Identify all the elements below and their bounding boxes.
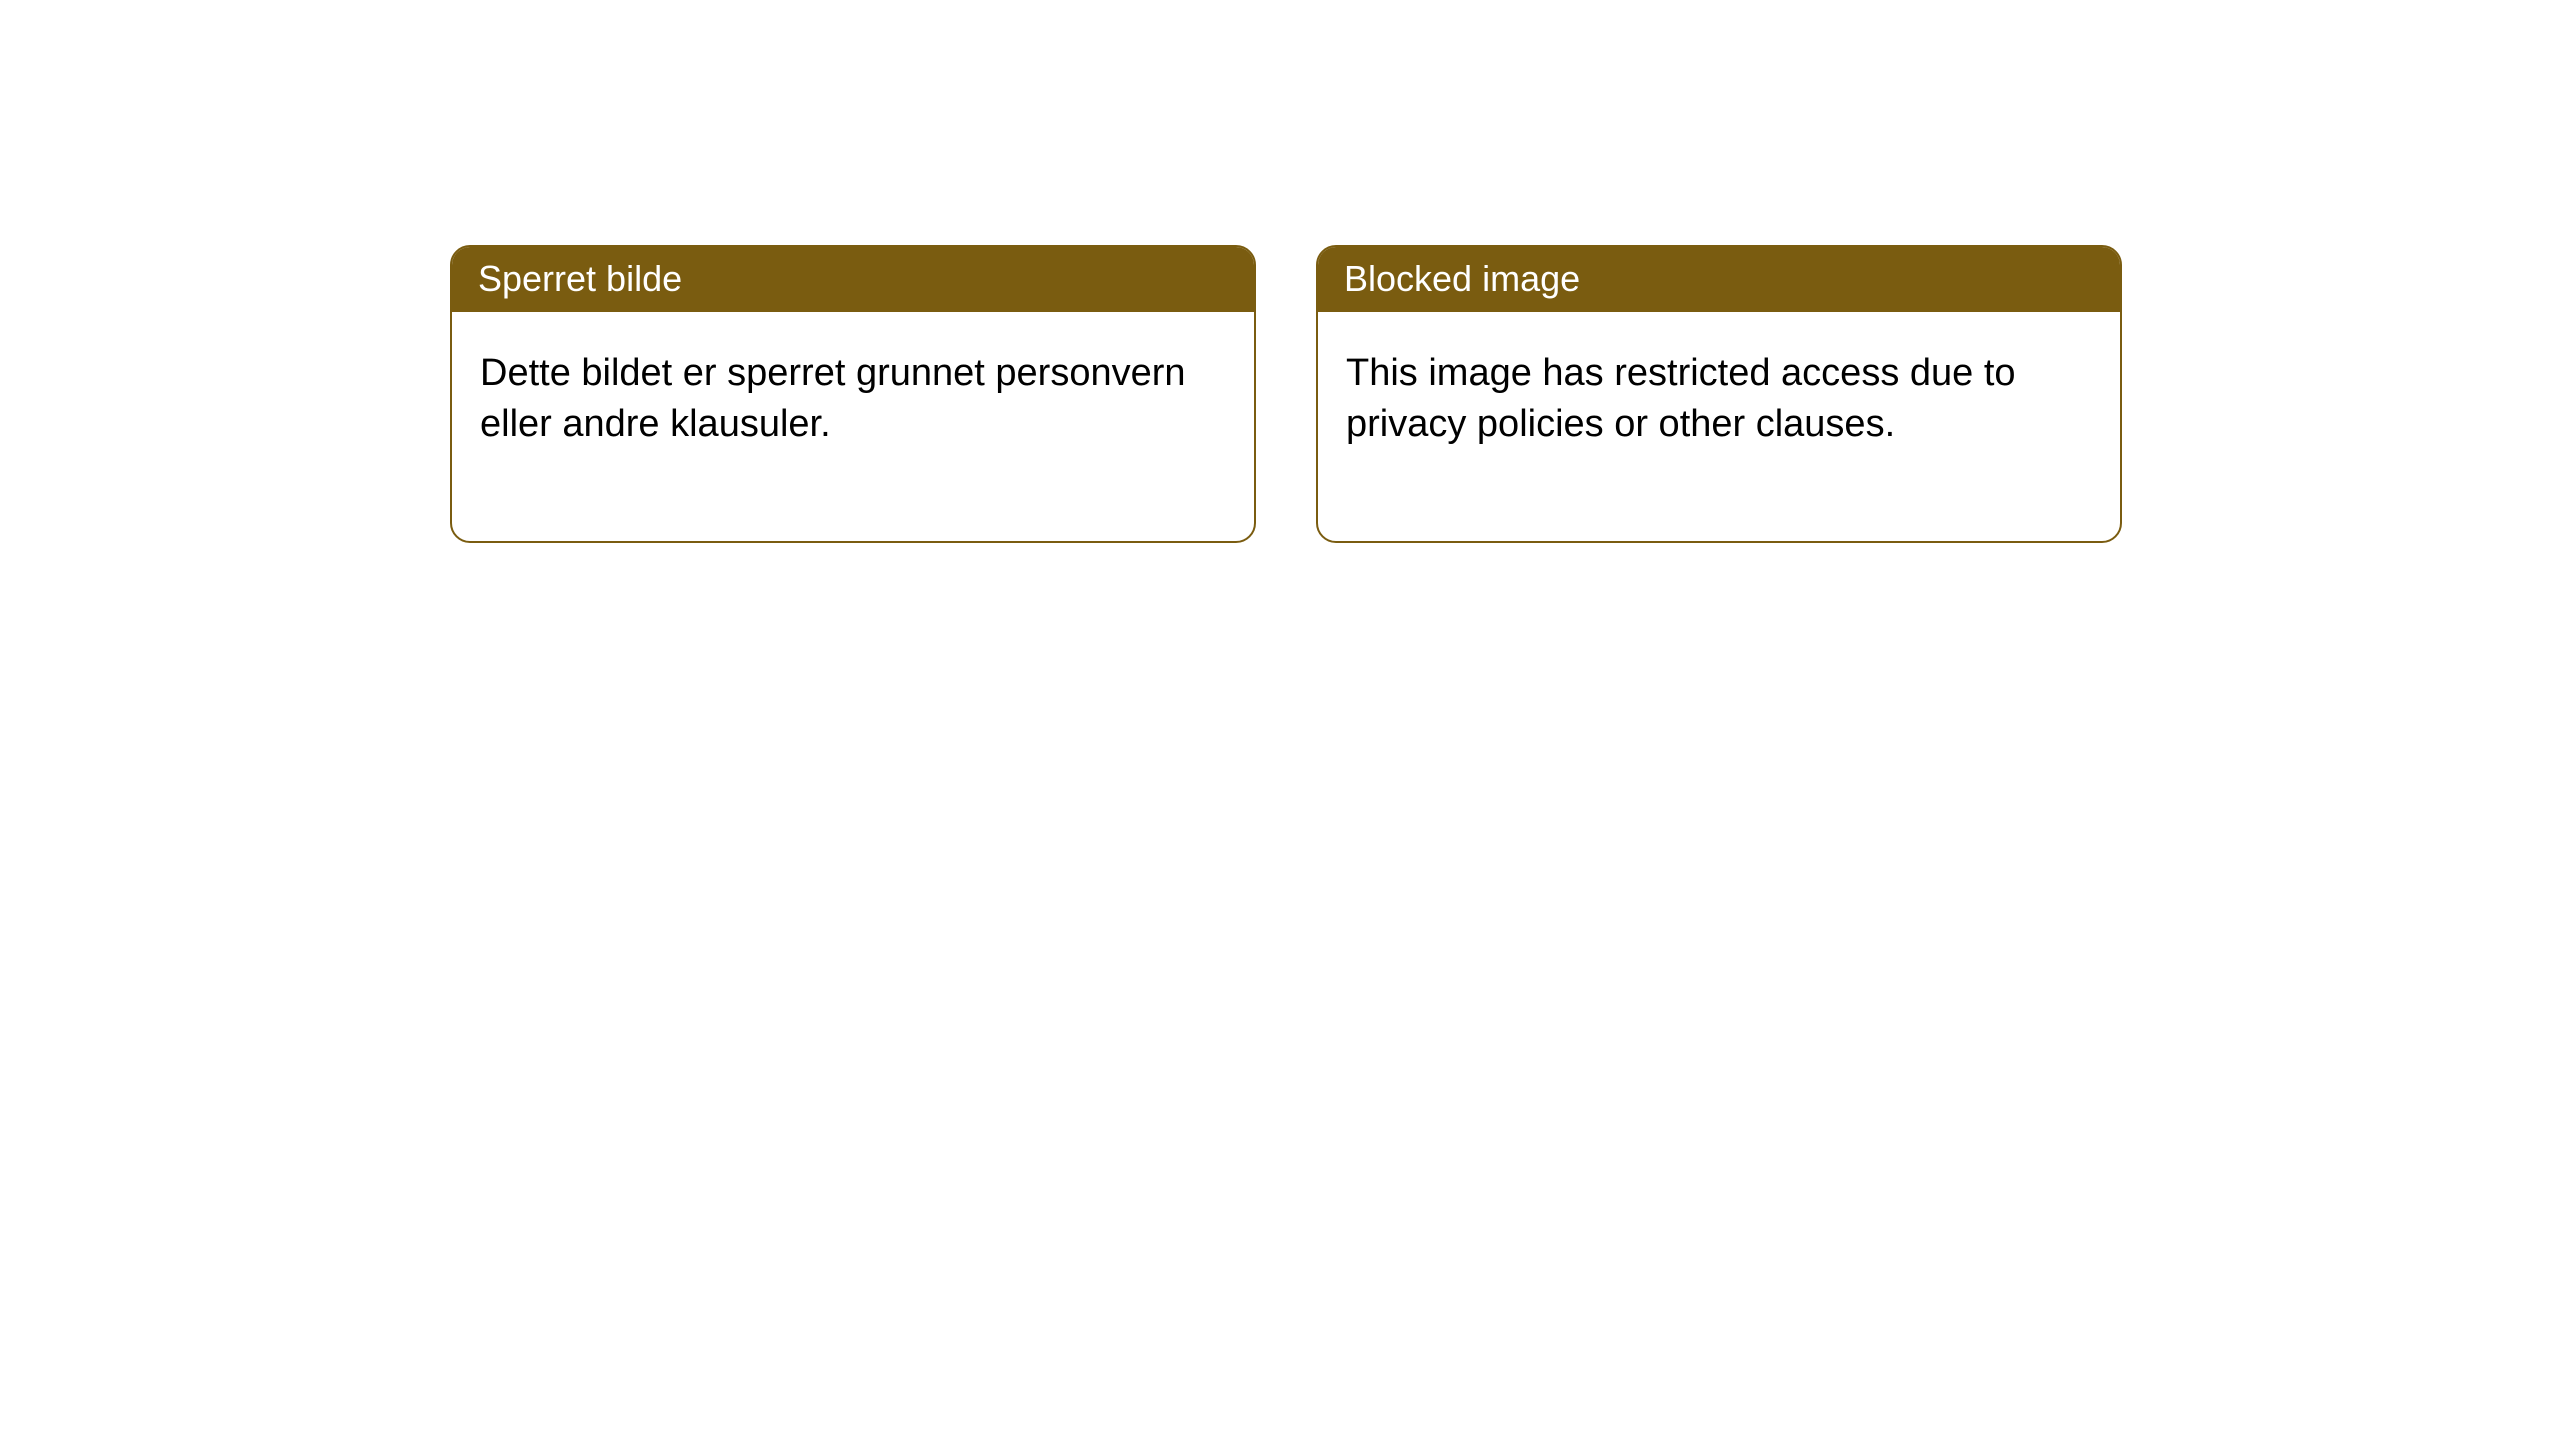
notice-header: Blocked image: [1318, 247, 2120, 312]
notice-container: Sperret bilde Dette bildet er sperret gr…: [0, 0, 2560, 543]
notice-card-norwegian: Sperret bilde Dette bildet er sperret gr…: [450, 245, 1256, 543]
notice-header: Sperret bilde: [452, 247, 1254, 312]
notice-body: Dette bildet er sperret grunnet personve…: [452, 312, 1254, 541]
notice-card-english: Blocked image This image has restricted …: [1316, 245, 2122, 543]
notice-body: This image has restricted access due to …: [1318, 312, 2120, 541]
